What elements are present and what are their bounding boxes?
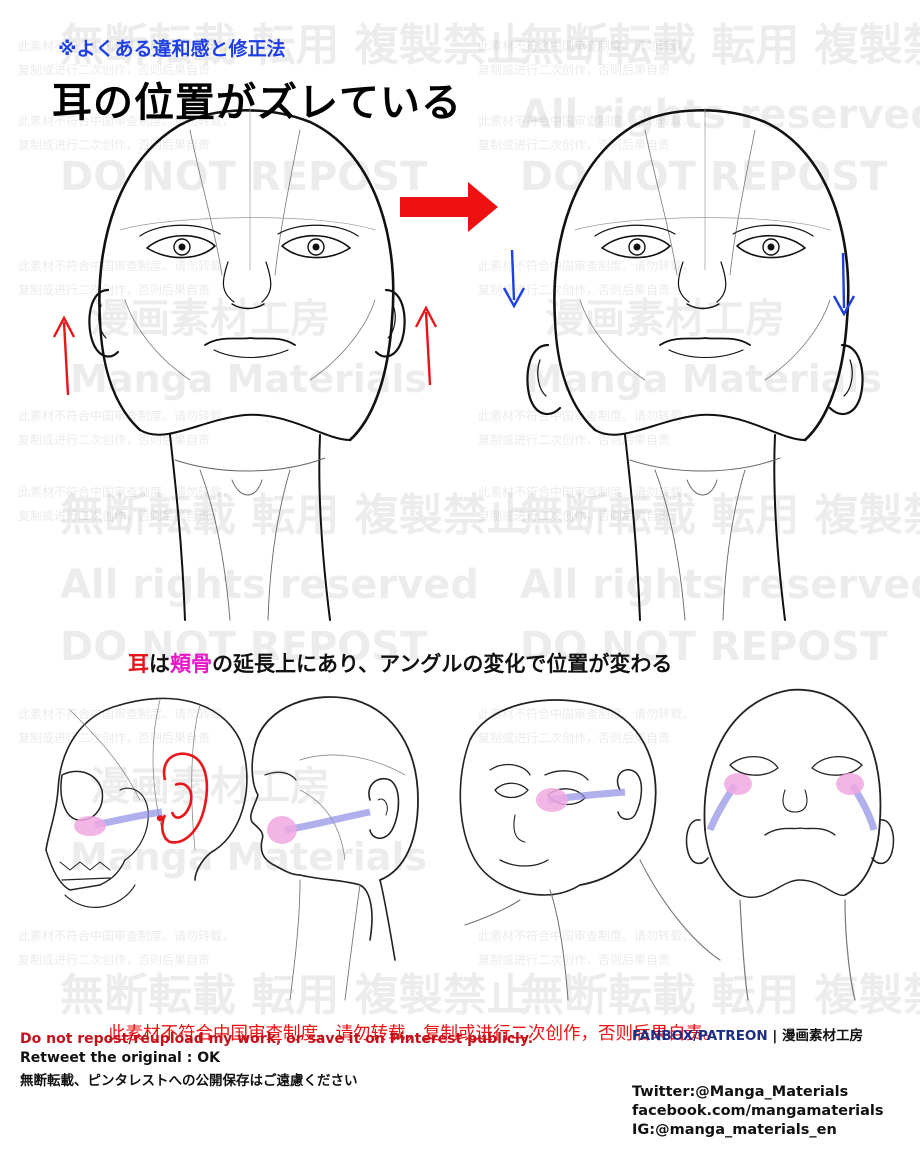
watermark-brand: Manga Materials bbox=[70, 835, 427, 879]
watermark-cn-line: 复制或进行二次创作，否则后果自责 bbox=[478, 433, 670, 447]
watermark-cn-line: 复制或进行二次创作，否则后果自责 bbox=[18, 433, 210, 447]
watermark-cn-line: 复制或进行二次创作，否则后果自责 bbox=[18, 63, 210, 77]
watermark-studio: 漫画素材工房 bbox=[90, 764, 330, 810]
watermark-no-reproduction: 無断転載 転用 複製禁止 bbox=[520, 970, 920, 1021]
watermark-cn-line: 复制或进行二次创作，否则后果自责 bbox=[18, 731, 210, 745]
wrong-up-arrow-right bbox=[414, 305, 438, 386]
watermark-cn-line: 复制或进行二次创作，否则后果自责 bbox=[478, 509, 670, 523]
fanbox-separator: | bbox=[767, 1028, 783, 1044]
tilted-head-illustration bbox=[459, 699, 721, 1001]
profile-cheek-ear-line bbox=[284, 808, 371, 834]
watermark-cn-line: 复制或进行二次创作，否则后果自责 bbox=[478, 63, 670, 77]
watermark-cn-line: 此素材不符合中国审查制度。请勿转载， bbox=[18, 38, 234, 53]
watermark-cn-line: 复制或进行二次创作，否则后果自责 bbox=[18, 283, 210, 297]
watermark-do-not-repost: DO NOT REPOST bbox=[60, 624, 428, 670]
subtitle: ※よくある違和感と修正法 bbox=[58, 38, 286, 60]
head-corrected-illustration bbox=[526, 107, 864, 621]
profile-head-illustration bbox=[250, 696, 419, 1001]
watermark-cn-line: 复制或进行二次创作，否则后果自责 bbox=[18, 138, 210, 152]
page-title: 耳の位置がズレている bbox=[52, 80, 462, 126]
watermark-cn-line: 复制或进行二次创作，否则后果自责 bbox=[478, 731, 670, 745]
watermark-cn-line: 复制或进行二次创作，否则后果自责 bbox=[18, 953, 210, 967]
watermark-no-reproduction: 無断転載 転用 複製禁止 bbox=[60, 20, 531, 71]
watermark-cn-line: 复制或进行二次创作，否则后果自责 bbox=[478, 953, 670, 967]
caption-cheekbone-word: 頬骨 bbox=[170, 652, 212, 676]
watermark-cn-line: 此素材不符合中国审查制度。请勿转载， bbox=[18, 706, 234, 721]
watermark-cn-line: 此素材不符合中国审查制度。请勿转载， bbox=[478, 38, 694, 53]
watermark-cn-layer: 此素材不符合中国审查制度。请勿转载， 复制或进行二次创作，否则后果自责 此素材不… bbox=[18, 38, 694, 967]
upward-head-illustration bbox=[685, 688, 895, 1001]
watermark-studio: 漫画素材工房 bbox=[90, 296, 330, 342]
watermark-do-not-repost: DO NOT REPOST bbox=[520, 154, 888, 200]
big-right-arrow bbox=[400, 182, 498, 232]
cheek-highlight bbox=[74, 816, 106, 836]
watermark-cn-line: 此素材不符合中国审查制度。请勿转载， bbox=[18, 258, 234, 273]
tilted-cheek-highlight bbox=[536, 788, 568, 812]
watermark-brand: Manga Materials bbox=[525, 357, 882, 401]
upward-cheek-highlight-left bbox=[724, 773, 752, 795]
watermark-cn-line: 此素材不符合中国审查制度。请勿转载， bbox=[18, 484, 234, 499]
watermark-do-not-repost: DO NOT REPOST bbox=[520, 624, 888, 670]
watermark-no-reproduction: 無断転載 転用 複製禁止 bbox=[60, 490, 531, 541]
repost-warning-jp: 無断転載、ピンタレストへの公開保存はご遠慮ください bbox=[20, 1073, 358, 1089]
wrong-up-arrow-left bbox=[52, 315, 76, 396]
studio-name: 漫画素材工房 bbox=[782, 1028, 864, 1044]
caption-rest: の延長上にあり、アングルの変化で位置が変わる bbox=[212, 652, 673, 676]
watermark-cn-line: 此素材不符合中国审查制度。请勿转载， bbox=[478, 408, 694, 423]
watermark-cn-line: 此素材不符合中国审查制度。请勿转载， bbox=[478, 928, 694, 943]
watermark-cn-line: 此素材不符合中国审查制度。请勿转载， bbox=[478, 706, 694, 721]
skull-side-illustration bbox=[45, 697, 248, 908]
instagram-handle[interactable]: IG:@manga_materials_en bbox=[632, 1122, 837, 1138]
watermark-no-reproduction: 無断転載 転用 複製禁止 bbox=[60, 970, 531, 1021]
upward-cheek-highlight-right bbox=[836, 773, 864, 795]
facebook-link[interactable]: facebook.com/mangamaterials bbox=[632, 1103, 884, 1119]
retweet-ok: Retweet the original : OK bbox=[20, 1050, 220, 1066]
fanbox-line: FANBOX/PATREON | 漫画素材工房 bbox=[632, 1024, 863, 1044]
watermark-rights: All rights reserved bbox=[520, 92, 920, 138]
fix-down-arrow-right bbox=[832, 252, 856, 317]
watermark-no-reproduction: 無断転載 転用 複製禁止 bbox=[520, 20, 920, 71]
head-wrong-illustration bbox=[88, 107, 406, 621]
watermark-cn-line: 此素材不符合中国审查制度。请勿转载， bbox=[478, 113, 694, 128]
ear-point-marker bbox=[156, 814, 164, 822]
watermark-cn-line: 此素材不符合中国审查制度。请勿转载， bbox=[478, 258, 694, 273]
watermark-cn-line: 复制或进行二次创作，否则后果自责 bbox=[478, 283, 670, 297]
watermark-cn-line: 复制或进行二次创作，否则后果自责 bbox=[478, 138, 670, 152]
explanation-caption: 耳は頬骨の延長上にあり、アングルの変化で位置が変わる bbox=[128, 648, 672, 678]
cn-notice: 此素材不符合中国审查制度。请勿转载，复制或进行二次创作，否则后果自责。 bbox=[108, 1024, 721, 1044]
fanbox-link[interactable]: FANBOX/PATREON bbox=[632, 1028, 768, 1044]
repost-warning: Do not repost/reupload my work, or save … bbox=[20, 1031, 534, 1047]
watermark-brand: Manga Materials bbox=[70, 357, 427, 401]
skull-ear-highlight bbox=[160, 752, 209, 844]
watermark-layer: 無断転載 転用 複製禁止 無断転載 転用 複製禁止 All rights res… bbox=[60, 20, 920, 1021]
watermark-no-reproduction: 無断転載 転用 複製禁止 bbox=[520, 490, 920, 541]
fix-down-arrow-left bbox=[502, 249, 526, 309]
twitter-handle[interactable]: Twitter:@Manga_Materials bbox=[632, 1084, 849, 1100]
watermark-rights: All rights reserved bbox=[520, 562, 920, 608]
caption-ear-word: 耳 bbox=[128, 652, 149, 676]
profile-cheek-highlight bbox=[267, 816, 297, 844]
watermark-cn-line: 此素材不符合中国审查制度。请勿转载， bbox=[18, 928, 234, 943]
watermark-studio: 漫画素材工房 bbox=[545, 296, 785, 342]
caption-particle: は bbox=[149, 652, 170, 676]
watermark-cn-line: 复制或进行二次创作，否则后果自责 bbox=[18, 509, 210, 523]
watermark-do-not-repost: DO NOT REPOST bbox=[60, 154, 428, 200]
watermark-cn-line: 此素材不符合中国审查制度。请勿转载， bbox=[478, 484, 694, 499]
